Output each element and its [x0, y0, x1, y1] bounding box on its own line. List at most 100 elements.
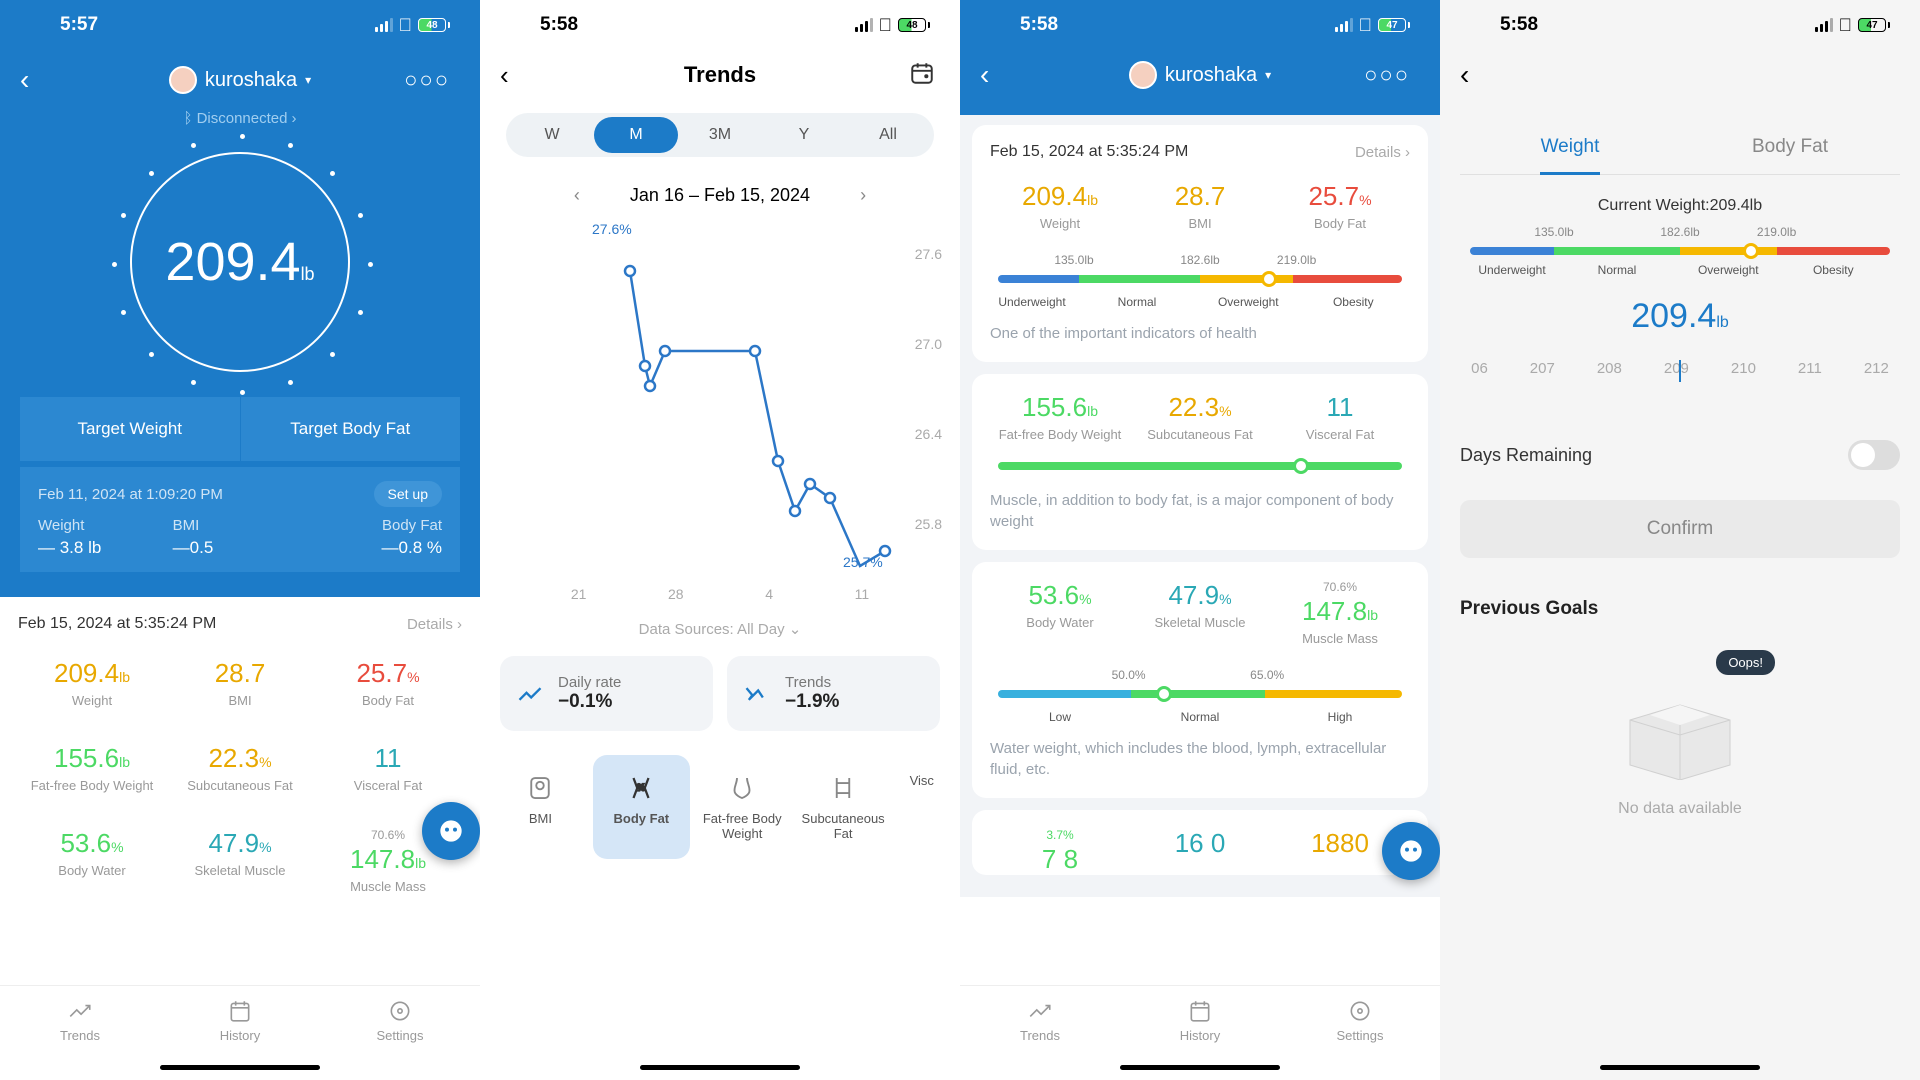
- target-weight-button[interactable]: Target Weight: [20, 397, 240, 461]
- range-tick: 182.6lb: [1180, 253, 1219, 267]
- home-indicator: [1600, 1065, 1760, 1070]
- back-icon[interactable]: ‹: [500, 60, 509, 91]
- metric-viscfat[interactable]: 11Visceral Fat: [1270, 392, 1410, 442]
- metric-skeletal[interactable]: 47.9%Skeletal Muscle: [166, 828, 314, 894]
- range-tab-m[interactable]: M: [594, 117, 678, 153]
- chevron-down-icon: ▾: [305, 73, 311, 87]
- metric-ffbw[interactable]: 155.6lbFat-free Body Weight: [18, 743, 166, 793]
- home-indicator: [160, 1065, 320, 1070]
- range-tick: 50.0%: [1112, 668, 1146, 682]
- range-label: Normal: [1554, 263, 1680, 277]
- range-tab-w[interactable]: W: [510, 117, 594, 153]
- metric-bodyfat[interactable]: 25.7%Body Fat: [314, 658, 462, 708]
- metric-ffbw[interactable]: 155.6lbFat-free Body Weight: [990, 392, 1130, 442]
- range-tab-y[interactable]: Y: [762, 117, 846, 153]
- confirm-button[interactable]: Confirm: [1460, 500, 1900, 558]
- setup-button[interactable]: Set up: [374, 481, 442, 507]
- calendar-icon[interactable]: [909, 60, 935, 91]
- metric-viscfat[interactable]: 11Visceral Fat: [314, 743, 462, 793]
- current-weight-label: Current Weight:209.4lb: [1460, 197, 1900, 215]
- tab-settings[interactable]: Settings: [320, 986, 480, 1080]
- metric-bodywater[interactable]: 53.6%Body Water: [990, 580, 1130, 646]
- mtab-ffbw[interactable]: Fat-free Body Weight: [694, 755, 791, 859]
- no-data-label: No data available: [1460, 800, 1900, 818]
- signal-icon: [375, 18, 393, 32]
- change-date: Feb 11, 2024 at 1:09:20 PM: [38, 486, 223, 503]
- mtab-subfat[interactable]: Subcutaneous Fat: [795, 755, 892, 859]
- time: 5:58: [540, 14, 578, 36]
- battery-icon: 48: [418, 18, 450, 32]
- back-icon[interactable]: ‹: [20, 64, 29, 96]
- days-toggle[interactable]: [1848, 440, 1900, 470]
- metric-bmi[interactable]: 28.7BMI: [1130, 181, 1270, 231]
- metric-weight[interactable]: 209.4lbWeight: [18, 658, 166, 708]
- time: 5:58: [1020, 14, 1058, 36]
- tab-settings[interactable]: Settings: [1280, 986, 1440, 1080]
- mtab-bmi[interactable]: BMI: [492, 755, 589, 859]
- date-prev-icon[interactable]: ‹: [574, 185, 580, 206]
- range-tab-all[interactable]: All: [846, 117, 930, 153]
- time: 5:58: [1500, 14, 1538, 36]
- metric-tabs: BMI %Body Fat Fat-free Body Weight Subcu…: [480, 731, 960, 859]
- chart-svg: [535, 236, 925, 576]
- change-weight-label: Weight: [38, 517, 173, 534]
- chat-fab[interactable]: [1382, 822, 1440, 880]
- x-axis: 2128411: [480, 586, 960, 602]
- range-tab-3m[interactable]: 3M: [678, 117, 762, 153]
- details-link[interactable]: Details ›: [1355, 144, 1410, 161]
- metric-bodywater[interactable]: 53.6%Body Water: [18, 828, 166, 894]
- avatar: [169, 66, 197, 94]
- more-icon[interactable]: ○○○: [1364, 62, 1410, 88]
- wifi-icon: 􀙇: [1839, 15, 1853, 36]
- back-icon[interactable]: ‹: [980, 59, 989, 91]
- metric-weight[interactable]: 209.4lbWeight: [990, 181, 1130, 231]
- tab-trends[interactable]: Trends: [0, 986, 160, 1080]
- status-bar: 5:57 􀙇 48: [0, 0, 480, 50]
- range-label: Overweight: [1200, 295, 1297, 309]
- user-dropdown[interactable]: kuroshaka ▾: [1129, 61, 1271, 89]
- muscle-desc: Muscle, in addition to body fat, is a ma…: [990, 490, 1410, 532]
- range-tick: 135.0lb: [1054, 253, 1093, 267]
- target-bodyfat-button[interactable]: Target Body Fat: [241, 397, 461, 461]
- date-next-icon[interactable]: ›: [860, 185, 866, 206]
- bluetooth-status[interactable]: ᛒ Disconnected ›: [20, 110, 460, 127]
- previous-goals-heading: Previous Goals: [1460, 598, 1900, 620]
- status-bar: 5:58 􀙇 47: [960, 0, 1440, 50]
- metric-subfat[interactable]: 22.3%Subcutaneous Fat: [166, 743, 314, 793]
- tab-bodyfat-goal[interactable]: Body Fat: [1680, 120, 1900, 174]
- details-link[interactable]: Details ›: [407, 616, 462, 633]
- y-tick: 26.4: [915, 426, 942, 442]
- wifi-icon: 􀙇: [1359, 15, 1373, 36]
- home-indicator: [640, 1065, 800, 1070]
- metric-skeletal[interactable]: 47.9%Skeletal Muscle: [1130, 580, 1270, 646]
- range-tick: 219.0lb: [1757, 225, 1796, 239]
- avatar: [1129, 61, 1157, 89]
- metric-bmi[interactable]: 28.7BMI: [166, 658, 314, 708]
- weight-range-bar: [998, 275, 1402, 283]
- data-source[interactable]: Data Sources: All Day ⌄: [480, 620, 960, 638]
- signal-icon: [1815, 18, 1833, 32]
- range-label: Overweight: [1680, 263, 1777, 277]
- y-tick: 27.0: [915, 336, 942, 352]
- change-weight-value: — 3.8 lb: [38, 538, 173, 558]
- tab-weight-goal[interactable]: Weight: [1460, 120, 1680, 174]
- tab-trends[interactable]: Trends: [960, 986, 1120, 1080]
- daily-rate-card: Daily rate−0.1%: [500, 656, 713, 731]
- more-icon[interactable]: ○○○: [404, 67, 450, 93]
- metric-bodyfat[interactable]: 25.7%Body Fat: [1270, 181, 1410, 231]
- metric-muscle[interactable]: 70.6%147.8lbMuscle Mass: [1270, 580, 1410, 646]
- weight-slider[interactable]: 06207208209210211212: [1460, 360, 1900, 410]
- chat-fab[interactable]: [422, 802, 480, 860]
- change-bodyfat-value: —0.8 %: [307, 538, 442, 558]
- range-tabs: W M 3M Y All: [506, 113, 934, 157]
- metric-subfat[interactable]: 22.3%Subcutaneous Fat: [1130, 392, 1270, 442]
- weight-unit: lb: [301, 264, 315, 284]
- range-label: Normal: [1130, 710, 1270, 724]
- back-icon[interactable]: ‹: [1460, 59, 1469, 91]
- range-label: High: [1270, 710, 1410, 724]
- goal-tabs: Weight Body Fat: [1460, 120, 1900, 175]
- mtab-visc[interactable]: Visc: [896, 755, 948, 859]
- user-dropdown[interactable]: kuroshaka ▾: [169, 66, 311, 94]
- mtab-bodyfat[interactable]: %Body Fat: [593, 755, 690, 859]
- status-bar: 5:58 􀙇 47: [1440, 0, 1920, 50]
